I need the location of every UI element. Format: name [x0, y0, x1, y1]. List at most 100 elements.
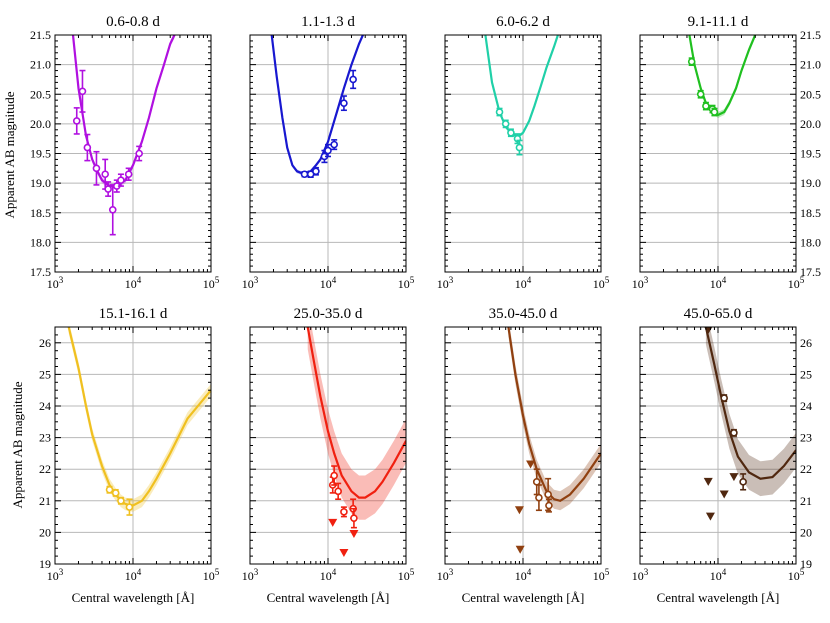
- model-group: [71, 35, 176, 190]
- y-ticks: [250, 34, 406, 273]
- data-point: [535, 493, 543, 502]
- y-tick-label: 20.5: [30, 87, 51, 101]
- model-curve: [507, 327, 601, 502]
- gridlines: [640, 327, 796, 564]
- x-axis-label-2: Central wavelength [Å]: [267, 590, 390, 605]
- x-ticks: [639, 327, 797, 564]
- upper-limit-marker: [339, 548, 349, 557]
- data-point: [515, 143, 524, 152]
- x-tick-label: 105: [203, 275, 220, 291]
- x-tick-label: 104: [320, 275, 337, 291]
- y-tick-label: 18.5: [30, 206, 51, 220]
- data-point: [300, 170, 309, 179]
- data-points: [300, 69, 357, 179]
- y-tick-label: 26: [800, 336, 812, 350]
- y-tick-label: 20.0: [800, 117, 821, 131]
- data-point: [334, 487, 342, 496]
- data-point: [687, 57, 696, 66]
- data-point: [72, 117, 81, 125]
- y-tick-label: 19: [800, 557, 812, 571]
- x-tick-label: 104: [515, 275, 532, 291]
- data-points: [495, 107, 524, 156]
- y-tick-label: 21.5: [800, 28, 821, 42]
- data-point: [340, 99, 348, 107]
- y-tick-label: 20: [800, 525, 812, 539]
- x-tick-label: 105: [593, 567, 610, 583]
- y-tick-label: 22: [39, 462, 51, 476]
- x-tick-label: 103: [437, 567, 454, 583]
- y-tick-label: 21.0: [800, 58, 821, 72]
- y-tick-label: 21: [39, 494, 51, 508]
- upper-limit-marker: [705, 512, 715, 521]
- x-tick-label: 103: [437, 275, 454, 291]
- model-curve: [71, 35, 176, 188]
- data-point: [350, 514, 358, 522]
- x-tick-label: 104: [710, 275, 727, 291]
- data-point: [104, 185, 112, 193]
- gridlines: [55, 327, 211, 564]
- data-points: [514, 460, 553, 554]
- data-point: [501, 120, 510, 128]
- data-points: [72, 69, 143, 236]
- y-tick-label: 17.5: [800, 265, 821, 279]
- y-ticks: [445, 326, 601, 565]
- y-ticks: [55, 34, 211, 273]
- gridlines: [445, 327, 601, 564]
- x-ticks: [54, 35, 212, 272]
- y-axis-label-bottom: Apparent AB magnitude: [10, 381, 25, 508]
- data-point: [92, 164, 101, 173]
- upper-limit-marker: [515, 545, 525, 554]
- data-point: [125, 503, 134, 511]
- y-tick-label: 22: [800, 462, 812, 476]
- data-point: [105, 485, 114, 494]
- x-tick-label: 105: [203, 567, 220, 583]
- data-point: [544, 490, 552, 499]
- y-tick-label: 26: [39, 336, 51, 350]
- x-axis-label-4: Central wavelength [Å]: [657, 590, 780, 605]
- model-group: [704, 327, 796, 497]
- data-points: [105, 485, 134, 516]
- panel-title: 0.6-0.8 d: [106, 14, 160, 30]
- y-ticks: [55, 326, 211, 565]
- gridlines: [55, 35, 211, 272]
- model-group: [270, 35, 364, 176]
- x-tick-label: 103: [47, 567, 64, 583]
- x-ticks: [444, 35, 602, 272]
- y-tick-label: 20.5: [800, 87, 821, 101]
- data-point: [710, 108, 719, 116]
- data-point: [111, 489, 120, 497]
- data-point: [101, 170, 109, 179]
- panel-title: 9.1-11.1 d: [688, 14, 749, 30]
- data-points: [687, 57, 719, 117]
- x-tick-label: 103: [47, 275, 64, 291]
- y-tick-label: 21: [800, 494, 812, 508]
- x-tick-label: 103: [632, 275, 649, 291]
- x-ticks: [249, 327, 407, 564]
- x-tick-label: 105: [788, 275, 805, 291]
- data-points: [328, 465, 359, 557]
- data-point: [532, 478, 541, 486]
- model-group: [484, 35, 559, 138]
- panel-title: 45.0-65.0 d: [684, 306, 753, 322]
- upper-limit-marker: [328, 518, 338, 527]
- y-tick-label: 18.0: [800, 235, 821, 249]
- data-point: [739, 478, 747, 486]
- gridlines: [250, 327, 406, 564]
- data-point: [349, 75, 357, 84]
- y-tick-label: 20: [39, 525, 51, 539]
- y-axis-label-top: Apparent AB magnitude: [2, 91, 17, 218]
- data-point: [702, 102, 710, 110]
- data-points: [703, 327, 747, 521]
- data-point: [495, 108, 504, 116]
- data-point: [117, 496, 125, 505]
- data-point: [545, 501, 553, 510]
- data-point: [78, 87, 87, 96]
- chart-panel-5: 15.1-16.1 d 103 104 105 19 20 21 22 23 24 25 26: [39, 306, 220, 583]
- gridlines: [445, 35, 601, 272]
- data-point: [83, 143, 92, 152]
- y-tick-label: 19.5: [800, 147, 821, 161]
- y-tick-label: 21.5: [30, 28, 51, 42]
- y-tick-label: 19: [39, 557, 51, 571]
